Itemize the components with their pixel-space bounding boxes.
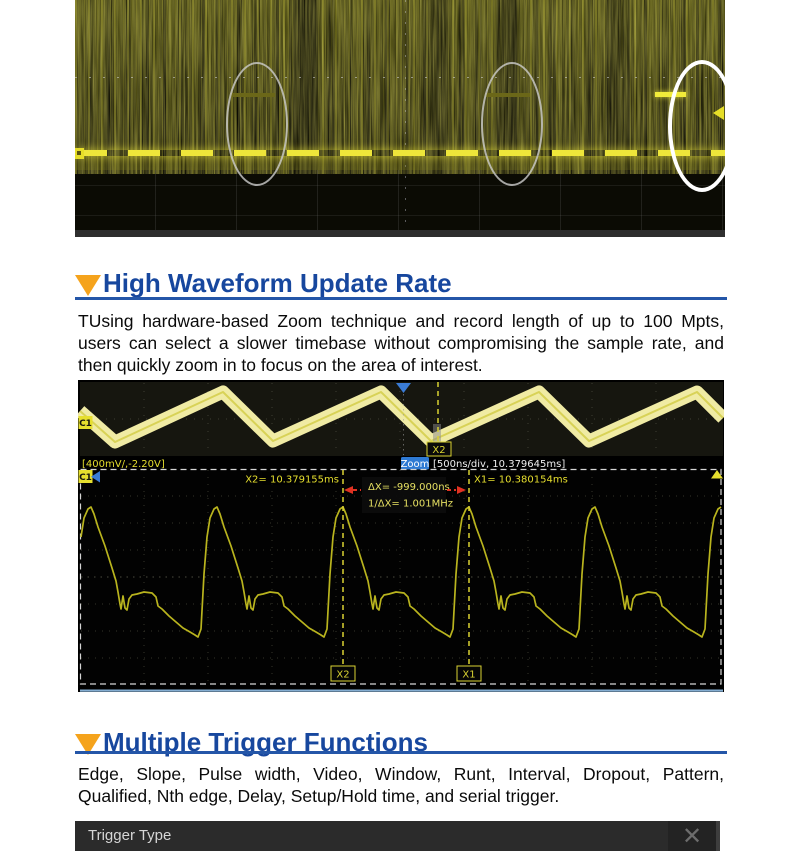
captured-glitch-pulse bbox=[655, 92, 686, 97]
triangle-wave-centerline bbox=[79, 391, 724, 443]
dialog-right-edge bbox=[716, 821, 720, 851]
graticule-center-vline bbox=[405, 0, 406, 230]
channel-info-readout: [400mV/,-2.20V] bbox=[82, 459, 165, 470]
trigger-position-marker-icon bbox=[75, 148, 84, 159]
noise-texture bbox=[75, 0, 725, 174]
x1-readout: X1= 10.380154ms bbox=[474, 475, 568, 486]
zoom-channel-badge bbox=[78, 470, 93, 483]
screenshot-bottom-edge bbox=[80, 689, 723, 692]
x2-readout-bg bbox=[262, 472, 341, 485]
glitch-highlight-ellipse-bold bbox=[668, 60, 725, 192]
glitch-highlight-ellipse bbox=[481, 62, 543, 186]
trigger-level-marker-icon bbox=[713, 106, 724, 120]
cursor-delta-arrows bbox=[344, 486, 466, 494]
graticule-hline bbox=[75, 185, 725, 186]
channel-badge bbox=[78, 416, 93, 429]
zoom-feature-screenshot: X2 C1 [400mV/,-2.20V] Zoom [500ns/div, 1… bbox=[78, 380, 724, 692]
dashed-signal-trace bbox=[75, 150, 725, 156]
close-icon[interactable]: ✕ bbox=[668, 821, 716, 851]
screenshot-bottom-edge bbox=[75, 230, 725, 237]
section-title: High Waveform Update Rate bbox=[103, 268, 452, 298]
timebase-readout: [500ns/div, 10.379645ms] bbox=[433, 459, 565, 470]
trace-afterglow bbox=[75, 156, 725, 170]
zoom-source-highlight bbox=[433, 424, 441, 448]
zoom-left-marker-icon bbox=[91, 471, 100, 483]
glitch-highlight-ellipse bbox=[226, 62, 288, 186]
cursor-x2-box bbox=[330, 665, 356, 682]
cursor-x1-label: X1 bbox=[462, 670, 475, 681]
section-bullet-triangle-icon bbox=[75, 734, 101, 755]
zoomed-waveform-trace bbox=[80, 506, 722, 638]
trigger-position-icon bbox=[396, 383, 411, 393]
graticule-hline bbox=[75, 215, 725, 216]
dialog-title: Trigger Type bbox=[88, 827, 172, 844]
cursor-x1-box bbox=[456, 665, 482, 682]
section-bullet-triangle-icon bbox=[75, 275, 101, 296]
trigger-type-dialog-titlebar: Trigger Type ✕ bbox=[75, 821, 720, 851]
delta-box bbox=[362, 477, 446, 513]
x2-marker-box-main bbox=[426, 441, 452, 457]
inverse-delta-x-readout: 1/ΔX= 1.001MHz bbox=[368, 499, 453, 510]
x2-readout: X2= 10.379155ms bbox=[245, 475, 339, 486]
zoom-badge-label: Zoom bbox=[401, 459, 430, 470]
cursor-x2-label: X2 bbox=[336, 670, 349, 681]
section-body-text: TUsing hardware-based Zoom technique and… bbox=[78, 311, 724, 375]
x2-marker-label-main: X2 bbox=[432, 445, 445, 456]
graticule-center-hline bbox=[75, 77, 725, 78]
delta-x-readout: ΔX= -999.000ns bbox=[368, 482, 450, 493]
zoom-channel-label: C1 bbox=[79, 473, 92, 483]
x1-readout-bg bbox=[471, 472, 569, 485]
section-rule bbox=[75, 751, 727, 754]
zoom-trigger-level-icon bbox=[711, 470, 723, 479]
section-heading-row: High Waveform Update Rate bbox=[75, 268, 452, 298]
channel-label: C1 bbox=[79, 419, 92, 429]
waveform-update-rate-screenshot bbox=[75, 0, 725, 237]
section-body-text: Edge, Slope, Pulse width, Video, Window,… bbox=[78, 764, 724, 806]
zoom-badge bbox=[401, 457, 429, 470]
zoom-screenshot-canvas: X2 C1 [400mV/,-2.20V] Zoom [500ns/div, 1… bbox=[78, 382, 724, 692]
section-rule bbox=[75, 297, 727, 300]
graticule-vertical-lines bbox=[75, 170, 725, 232]
